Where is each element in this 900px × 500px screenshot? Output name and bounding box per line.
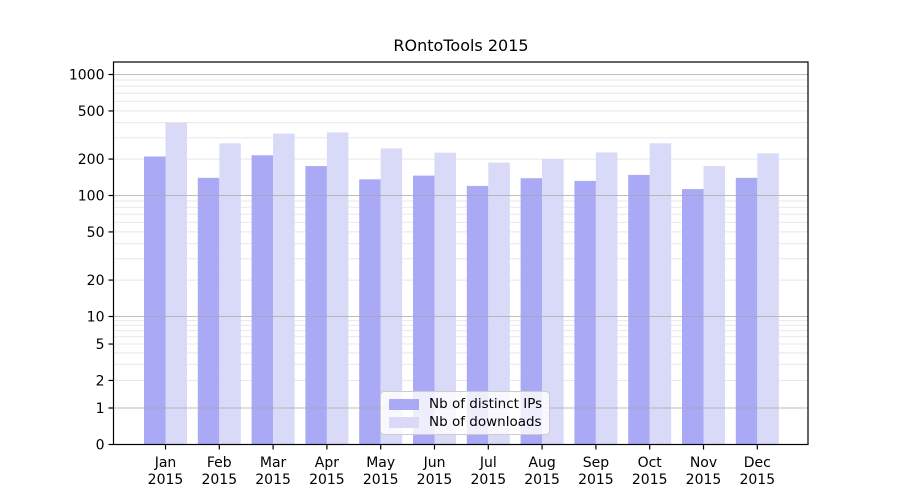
y-tick-label: 50 [87, 225, 105, 241]
bar-downloads-jan [165, 122, 187, 445]
bar-downloads-may [380, 148, 403, 445]
bar-downloads-mar [273, 133, 295, 445]
bar-distinct-ips-mar [251, 155, 274, 445]
legend-item-downloads: Nb of downloads [387, 414, 543, 430]
bar-downloads-sep [595, 152, 618, 445]
x-tick-label: Feb 2015 [201, 455, 237, 488]
x-tick-label: Jul 2015 [470, 455, 506, 488]
bar-distinct-ips-may [359, 179, 381, 445]
legend-swatch-distinct-ips [389, 398, 419, 410]
bar-distinct-ips-jul [466, 185, 489, 445]
legend-label-downloads: Nb of downloads [429, 414, 542, 430]
bar-distinct-ips-oct [628, 174, 650, 445]
y-tick-label: 2 [96, 373, 105, 389]
bar-downloads-dec [757, 153, 779, 445]
bar-downloads-jul [488, 162, 510, 445]
bar-downloads-apr [326, 132, 349, 445]
bar-downloads-feb [219, 143, 241, 445]
bar-downloads-aug [542, 159, 564, 445]
x-tick-label: Dec 2015 [739, 455, 775, 488]
x-axis: Jan 2015 Feb 2015 Mar 2015 Apr 2015 May 2015 Jun 20… [148, 444, 775, 488]
legend-swatch-downloads [389, 416, 419, 428]
y-tick-label: 10 [87, 310, 105, 326]
x-tick-label: Sep 2015 [578, 455, 614, 488]
x-tick-label: Nov 2015 [686, 455, 722, 488]
plot-frame [112, 61, 809, 446]
legend: Nb of distinct IPs Nb of downloads [380, 391, 550, 435]
bar-distinct-ips-dec [735, 177, 758, 445]
y-tick-label: 200 [78, 152, 105, 168]
y-axis: 0 1 2 5 10 20 50 100 200 500 1000 [69, 68, 114, 454]
y-tick-label: 1 [96, 401, 105, 417]
bar-distinct-ips-feb [197, 177, 220, 445]
x-tick-label: May 2015 [363, 455, 399, 488]
y-tick-label: 20 [87, 273, 105, 289]
x-tick-label: Jan 2015 [148, 455, 184, 488]
bar-downloads-nov [703, 166, 725, 445]
y-tick-label: 1000 [69, 68, 105, 84]
bar-distinct-ips-jan [144, 156, 166, 445]
x-tick-label: Apr 2015 [309, 455, 345, 488]
x-tick-label: Oct 2015 [632, 455, 668, 488]
bar-distinct-ips-jun [413, 175, 435, 445]
bar-distinct-ips-sep [574, 180, 596, 445]
bar-downloads-oct [649, 143, 672, 445]
bar-downloads-jun [434, 152, 456, 445]
legend-item-distinct-ips: Nb of distinct IPs [387, 396, 543, 412]
legend-label-distinct-ips: Nb of distinct IPs [429, 396, 543, 412]
x-tick-label: Jun 2015 [417, 455, 453, 488]
x-tick-label: Aug 2015 [524, 455, 560, 488]
x-tick-label: Mar 2015 [255, 455, 291, 488]
y-tick-label: 100 [78, 189, 105, 205]
bar-distinct-ips-apr [305, 166, 327, 445]
chart-title: ROntoTools 2015 [393, 36, 529, 55]
bar-distinct-ips-aug [520, 178, 543, 445]
y-tick-label: 5 [96, 337, 105, 353]
y-tick-label: 0 [96, 438, 105, 454]
y-tick-label: 500 [78, 104, 105, 120]
bars [144, 122, 779, 445]
